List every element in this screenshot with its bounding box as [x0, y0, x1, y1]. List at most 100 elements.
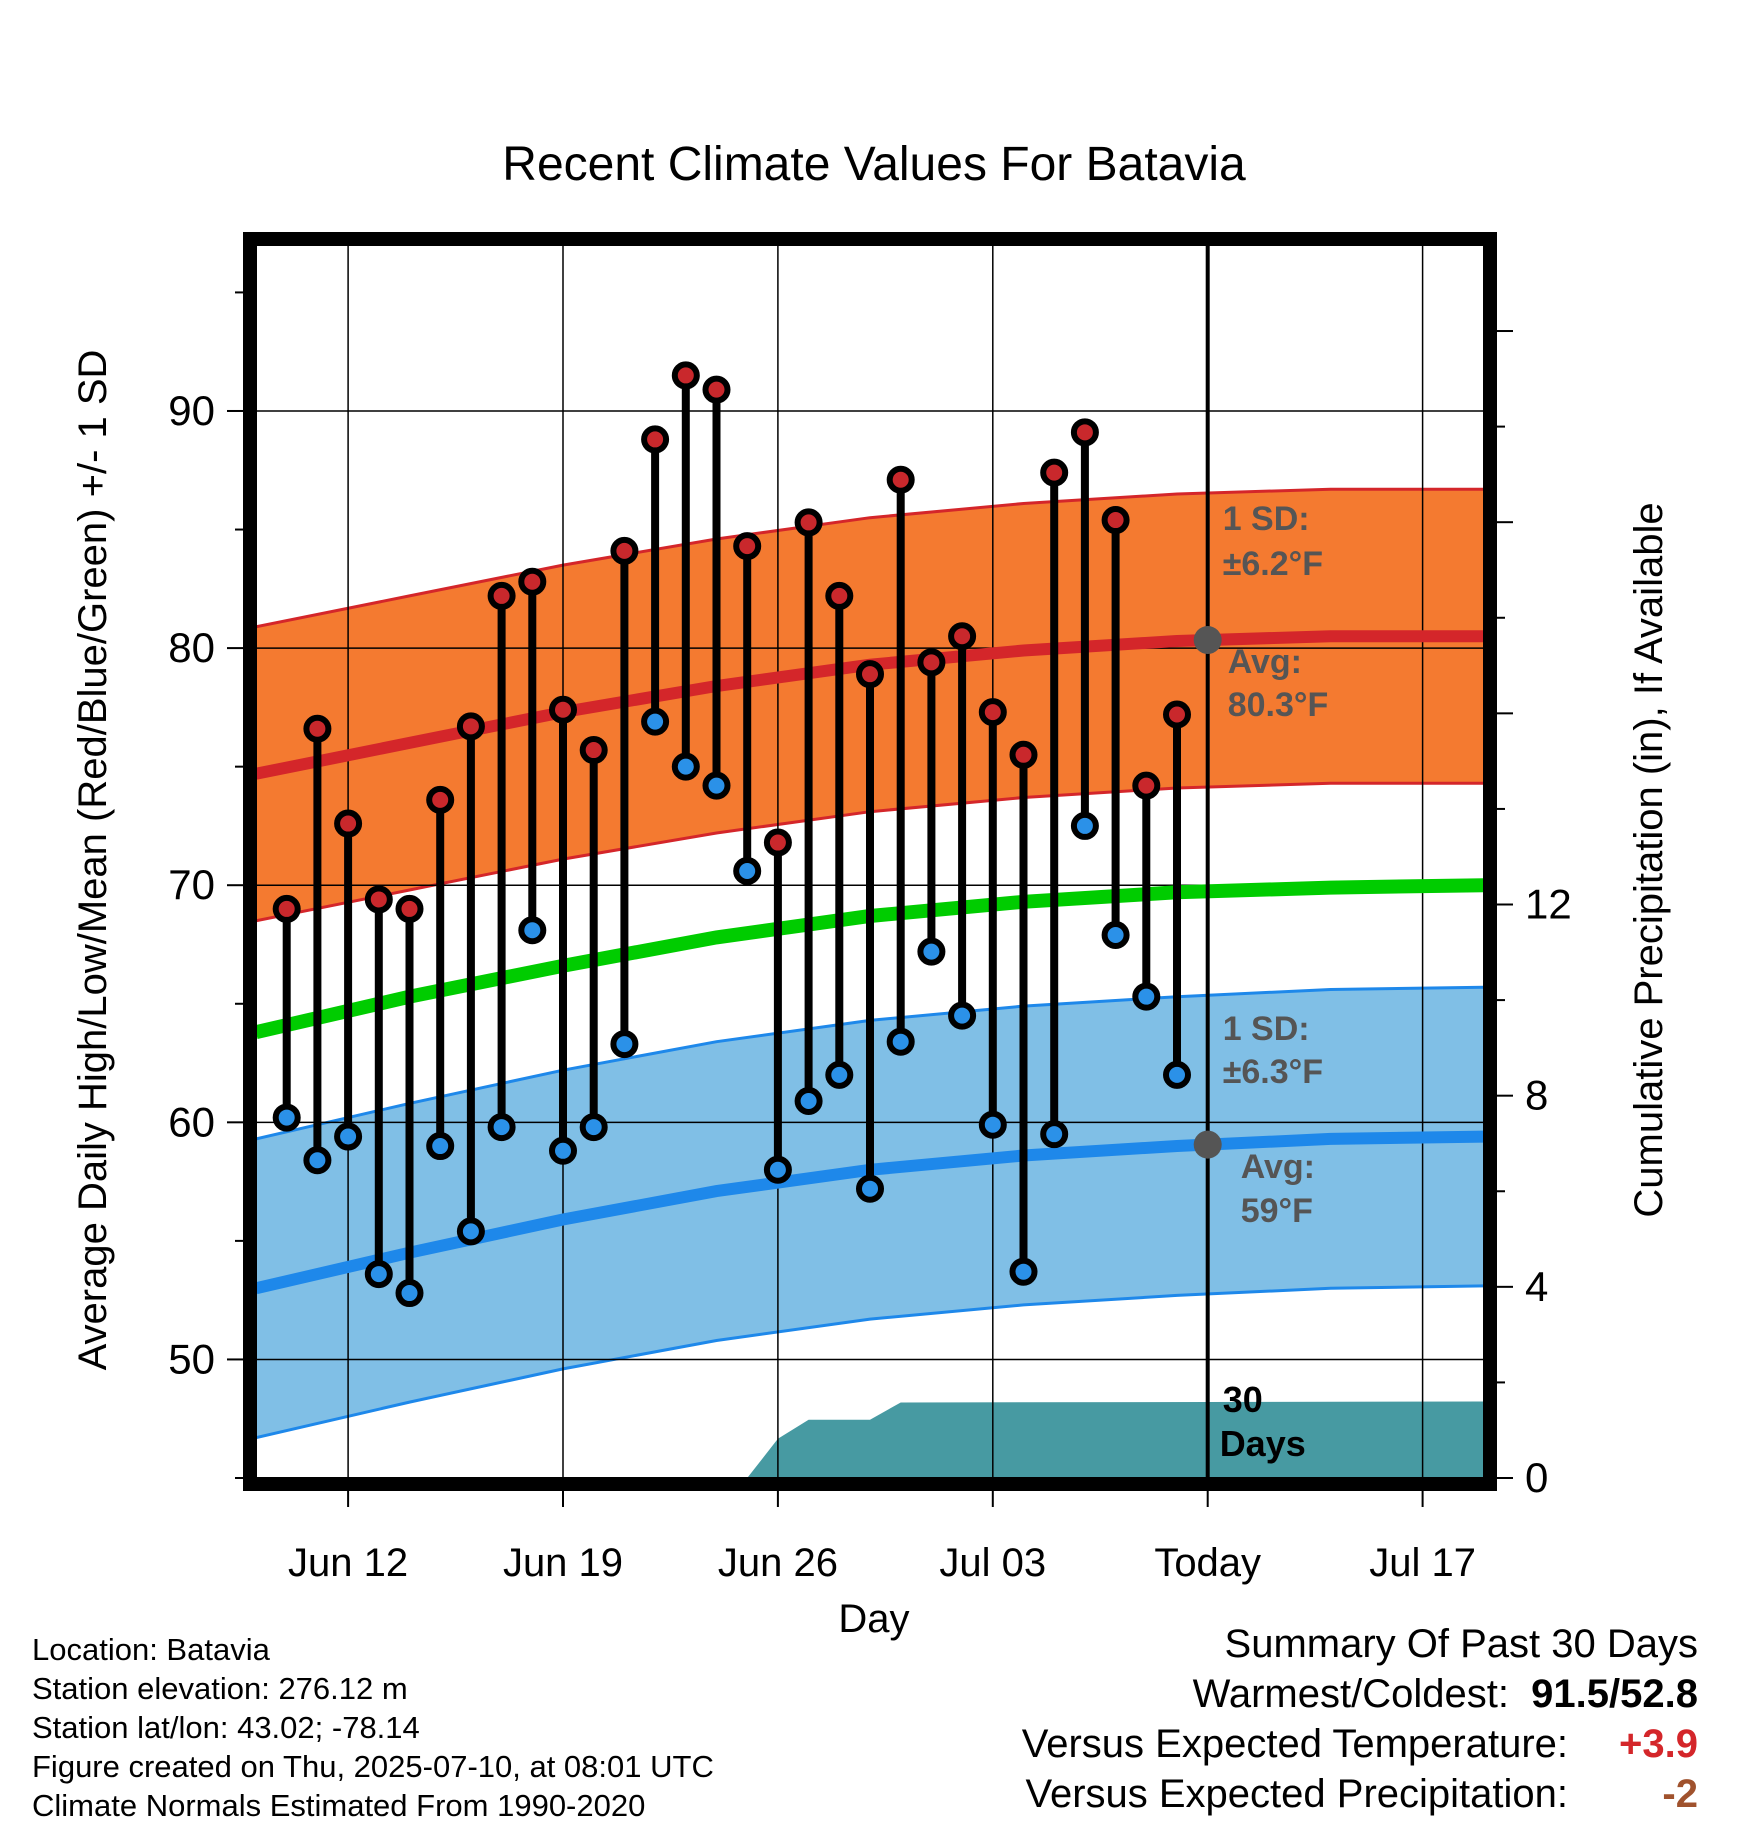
daily-high-marker	[733, 532, 762, 561]
daily-high-marker	[671, 361, 700, 390]
daily-low-marker	[763, 1155, 792, 1184]
daily-high-marker	[886, 465, 915, 494]
daily-low-marker	[856, 1174, 884, 1203]
daily-high-marker	[948, 622, 977, 651]
plot-frame	[243, 232, 1497, 1491]
daily-high-marker	[426, 785, 455, 814]
daily-high-marker	[1070, 418, 1099, 447]
daily-low-marker	[1163, 1060, 1191, 1089]
today-high-avg-marker	[1193, 626, 1222, 655]
daily-low-marker	[1009, 1257, 1038, 1286]
summary-warmest-value: 91.5/52.8	[1531, 1672, 1698, 1716]
daily-high-marker	[272, 894, 301, 923]
summary-temp-value: +3.9	[1619, 1722, 1698, 1766]
y2-tick-label: 12	[1525, 881, 1572, 928]
daily-low-marker	[702, 771, 731, 800]
y2-tick-label: 0	[1525, 1454, 1548, 1501]
daily-high-marker	[303, 714, 332, 743]
today-low-avg-marker	[1193, 1130, 1222, 1159]
daily-low-marker	[518, 916, 547, 945]
daily-low-marker	[395, 1279, 424, 1308]
precip-period-unit: Days	[1220, 1423, 1306, 1464]
daily-low-marker	[364, 1260, 393, 1289]
daily-high-marker	[794, 508, 823, 537]
daily-high-marker	[825, 581, 854, 610]
daily-low-marker	[733, 856, 762, 885]
y2-axis-label: Cumulative Precipitation (in), If Availa…	[1627, 502, 1671, 1217]
daily-high-marker	[395, 894, 424, 923]
low-sd-band-lower-edge	[256, 1284, 1484, 1440]
footer-normals: Climate Normals Estimated From 1990-2020	[32, 1788, 646, 1823]
x-tick-label: Today	[1154, 1541, 1261, 1585]
daily-low-marker	[579, 1113, 608, 1142]
high-sd-band-upper-edge	[256, 487, 1484, 629]
daily-high-marker	[702, 375, 731, 404]
low-avg-value: 59°F	[1241, 1192, 1313, 1230]
daily-high-marker	[487, 581, 516, 610]
x-tick-label: Jun 12	[288, 1541, 408, 1585]
x-axis-label: Day	[838, 1597, 909, 1641]
y-tick-label: 70	[168, 861, 215, 908]
daily-low-marker	[1040, 1120, 1069, 1149]
summary-temp-row: Versus Expected Temperature: +3.9	[1022, 1724, 1698, 1764]
daily-low-marker	[641, 707, 670, 736]
daily-high-marker	[1132, 771, 1161, 800]
y-tick-label: 60	[168, 1098, 215, 1145]
x-tick-label: Jun 26	[718, 1541, 838, 1585]
daily-low-marker	[1070, 811, 1099, 840]
daily-low-marker	[1101, 921, 1130, 950]
daily-high-marker	[1040, 458, 1069, 487]
footer-elevation: Station elevation: 276.12 m	[32, 1671, 408, 1706]
footer-created: Figure created on Thu, 2025-07-10, at 08…	[32, 1749, 714, 1784]
daily-high-marker	[364, 885, 393, 914]
daily-high-marker	[518, 567, 547, 596]
footer-latlon: Station lat/lon: 43.02; -78.14	[32, 1710, 420, 1745]
y-tick-label: 80	[168, 624, 215, 671]
daily-high-marker	[641, 425, 670, 454]
daily-high-marker	[610, 536, 639, 565]
daily-low-marker	[886, 1027, 915, 1056]
precip-period-number: 30	[1223, 1379, 1263, 1420]
daily-high-marker	[917, 648, 946, 677]
high-sd-label: 1 SD:	[1223, 500, 1310, 538]
summary-precip-row: Versus Expected Precipitation: -2	[1025, 1774, 1698, 1814]
daily-low-marker	[825, 1060, 854, 1089]
y-axis-label: Average Daily High/Low/Mean (Red/Blue/Gr…	[71, 350, 115, 1371]
daily-low-marker	[794, 1086, 823, 1115]
daily-low-marker	[334, 1122, 363, 1151]
daily-high-marker	[334, 809, 363, 838]
daily-low-marker	[917, 937, 946, 966]
low-sd-label: 1 SD:	[1223, 1010, 1310, 1048]
summary-temp-label: Versus Expected Temperature:	[1021, 1722, 1568, 1766]
y-tick-label: 90	[168, 387, 215, 434]
high-sd-value: ±6.2°F	[1223, 545, 1323, 583]
precip-area	[747, 1401, 1484, 1478]
daily-high-marker	[549, 695, 577, 724]
summary-warmest-label: Warmest/Coldest:	[1192, 1672, 1509, 1716]
summary-precip-value: -2	[1662, 1772, 1698, 1816]
daily-low-marker	[303, 1146, 332, 1175]
daily-low-marker	[487, 1113, 516, 1142]
daily-low-marker	[456, 1217, 485, 1246]
daily-low-marker	[1132, 982, 1161, 1011]
daily-high-marker	[856, 660, 884, 689]
daily-low-marker	[426, 1132, 455, 1161]
plot-layer	[256, 245, 1484, 1478]
summary-title: Summary Of Past 30 Days	[1224, 1622, 1698, 1666]
daily-high-marker	[978, 698, 1007, 727]
daily-low-marker	[978, 1110, 1007, 1139]
x-tick-label: Jul 17	[1369, 1541, 1476, 1585]
daily-low-marker	[610, 1030, 639, 1059]
high-avg-label: Avg:	[1228, 643, 1302, 681]
chart-title: Recent Climate Values For Batavia	[502, 138, 1246, 191]
daily-low-marker	[671, 752, 700, 781]
daily-high-marker	[763, 828, 792, 857]
x-tick-label: Jun 19	[503, 1541, 623, 1585]
daily-high-marker	[1009, 740, 1038, 769]
summary-precip-label: Versus Expected Precipitation:	[1025, 1772, 1568, 1816]
y2-tick-label: 4	[1525, 1263, 1548, 1310]
daily-low-marker	[549, 1136, 577, 1165]
daily-low-marker	[948, 1001, 977, 1030]
daily-high-marker	[1163, 700, 1191, 729]
